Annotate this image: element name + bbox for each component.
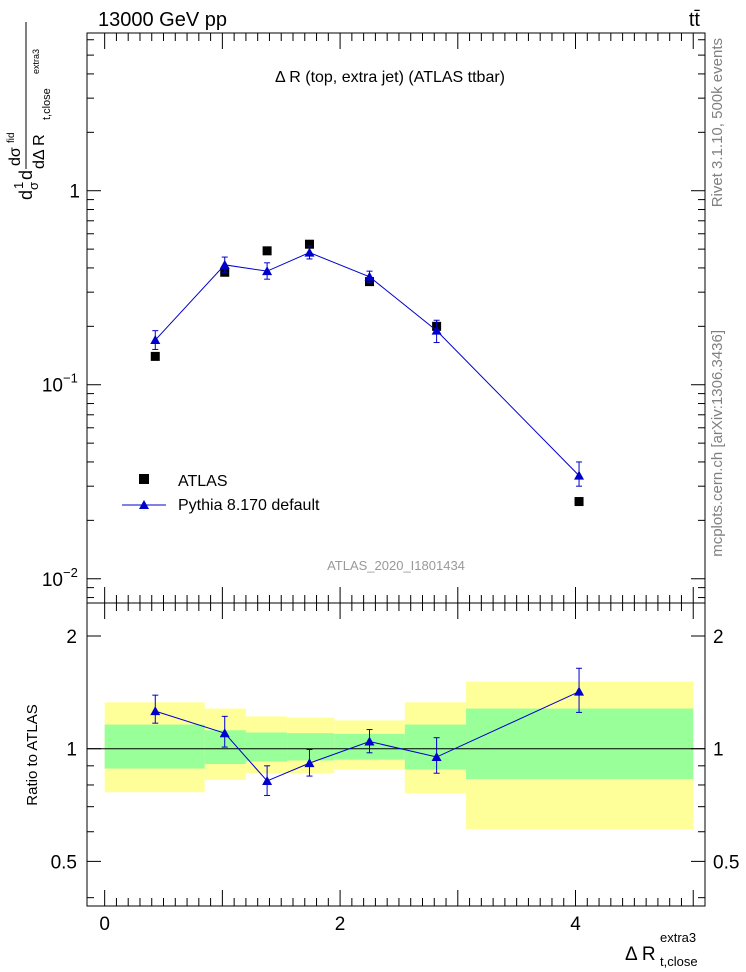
xlabel-main: Δ R xyxy=(625,944,656,965)
ratio-band-green xyxy=(404,724,467,770)
main-ytick-exp: −1 xyxy=(63,371,78,386)
ylabel-one: 1 xyxy=(11,182,26,189)
ratio-point xyxy=(431,752,442,762)
ratio-panel: 0 2 4 2 2 1 1 0.5 0.5 xyxy=(51,602,739,935)
ratio-xtick-label: 0 xyxy=(99,914,110,935)
ratio-ylabel: Ratio to ATLAS xyxy=(24,704,41,805)
ratio-point xyxy=(219,728,230,738)
legend: ATLAS Pythia 8.170 default xyxy=(122,473,320,514)
ratio-band-green xyxy=(104,724,205,769)
main-ytick-label: 1 xyxy=(69,182,80,203)
header-left: 13000 GeV pp xyxy=(98,9,227,31)
main-ytick-exp: −2 xyxy=(63,565,78,580)
ratio-ytick-label-right: 0.5 xyxy=(713,852,739,873)
legend-atlas-label: ATLAS xyxy=(178,473,228,490)
main-title: Δ R (top, extra jet) (ATLAS ttbar) xyxy=(275,69,505,86)
main-ylabel: d 1 σ d dσ fid dΔ R t,close extra3 xyxy=(6,22,53,200)
ratio-point xyxy=(574,686,585,696)
ylabel-sigma: σ xyxy=(26,182,41,190)
pythia-point xyxy=(431,325,442,335)
ylabel-sub: t,close xyxy=(41,88,53,120)
ratio-ytick-label-right: 2 xyxy=(713,627,724,648)
ylabel-d2: d xyxy=(16,170,36,180)
ratio-xtick-label: 2 xyxy=(335,914,346,935)
ratio-point xyxy=(150,706,161,716)
atlas-point xyxy=(262,246,272,256)
ratio-ytick-label: 1 xyxy=(66,740,77,761)
ratio-series xyxy=(150,667,585,796)
main-series xyxy=(150,239,585,507)
ylabel-fid: fid xyxy=(6,132,17,143)
pythia-point xyxy=(304,247,315,257)
header-right: tt̄ xyxy=(689,9,701,31)
ratio-ytick-label-right: 1 xyxy=(713,740,724,761)
main-panel: 110−110−2 Δ R (top, extra jet) (ATLAS tt… xyxy=(42,32,706,604)
mcplots-label: mcplots.cern.ch [arXiv:1306.3436] xyxy=(709,330,726,557)
atlas-point xyxy=(304,239,314,249)
ratio-point xyxy=(304,758,315,768)
ratio-band-green xyxy=(245,732,288,762)
pythia-point xyxy=(262,266,273,276)
ylabel-sup: extra3 xyxy=(31,49,41,74)
pythia-point xyxy=(574,470,585,480)
main-ytick-label: 10 xyxy=(42,376,63,397)
ratio-frame xyxy=(86,602,706,907)
rivet-label: Rivet 3.1.10, 500k events xyxy=(709,38,726,207)
ratio-xtick-label: 4 xyxy=(570,914,581,935)
pythia-point xyxy=(150,335,161,345)
ylabel-d: d xyxy=(16,190,36,200)
ratio-axes: 0 2 4 2 2 1 1 0.5 0.5 xyxy=(51,602,739,935)
ylabel-den: dΔ R xyxy=(31,134,48,169)
legend-atlas-marker xyxy=(139,474,149,484)
legend-pythia-label: Pythia 8.170 default xyxy=(178,497,320,514)
xlabel-sub: t,close xyxy=(660,954,698,969)
ratio-point xyxy=(364,736,375,746)
pythia-point xyxy=(364,271,375,281)
atlas-point xyxy=(150,351,160,361)
ratio-band-green xyxy=(287,733,335,761)
main-axes: 110−110−2 xyxy=(42,32,706,604)
ratio-band-green xyxy=(466,708,694,779)
ratio-point xyxy=(262,775,273,785)
legend-pythia-marker xyxy=(139,500,149,509)
ylabel-num: dσ xyxy=(7,147,24,166)
ratio-ytick-label: 2 xyxy=(66,627,77,648)
atlas-point xyxy=(574,497,584,507)
watermark: ATLAS_2020_I1801434 xyxy=(327,558,465,573)
xlabel-sup: extra3 xyxy=(660,930,696,945)
ratio-ytick-label: 0.5 xyxy=(51,852,77,873)
ratio-bands xyxy=(104,681,694,830)
xlabel: Δ R extra3 t,close xyxy=(625,930,698,969)
main-frame xyxy=(86,32,706,604)
main-ytick-label: 10 xyxy=(42,570,63,591)
pythia-point xyxy=(219,259,230,269)
